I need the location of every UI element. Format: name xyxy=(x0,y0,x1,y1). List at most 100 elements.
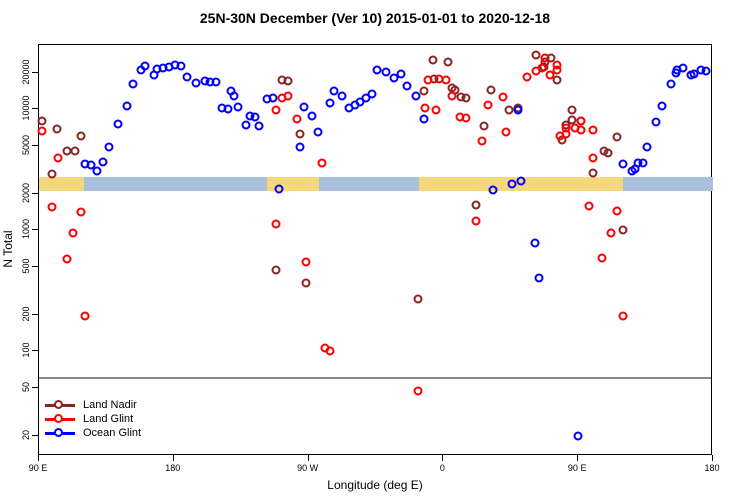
point-land_nadir xyxy=(428,55,438,65)
point-ocean_glint xyxy=(516,176,526,186)
point-ocean_glint xyxy=(396,69,406,79)
legend-marker-icon xyxy=(45,428,75,438)
point-land_glint xyxy=(588,153,598,163)
point-land_nadir xyxy=(504,105,514,115)
point-ocean_glint xyxy=(419,114,429,124)
point-ocean_glint xyxy=(211,77,221,87)
point-ocean_glint xyxy=(689,69,699,79)
y-tick-label: 2000 xyxy=(21,182,31,203)
y-tick-label: 20 xyxy=(21,429,31,440)
y-tick xyxy=(32,192,38,194)
point-land_glint xyxy=(561,129,571,139)
point-land_nadir xyxy=(70,146,80,156)
point-ocean_glint xyxy=(104,142,114,152)
point-land_nadir xyxy=(271,265,281,275)
point-land_nadir xyxy=(567,105,577,115)
y-tick-label: 20000 xyxy=(21,59,31,85)
point-ocean_glint xyxy=(241,120,251,130)
point-land_glint xyxy=(597,253,607,263)
point-land_glint xyxy=(576,116,586,126)
point-land_glint xyxy=(447,91,457,101)
point-ocean_glint xyxy=(113,119,123,129)
y-tick xyxy=(32,313,38,315)
point-land_glint xyxy=(53,153,63,163)
y-tick xyxy=(32,434,38,436)
y-tick xyxy=(32,386,38,388)
point-land_nadir xyxy=(52,124,62,134)
x-tick-label: 180 xyxy=(704,463,720,473)
point-ocean_glint xyxy=(92,166,102,176)
point-land_glint xyxy=(423,75,433,85)
point-land_glint xyxy=(317,158,327,168)
point-land_nadir xyxy=(301,278,311,288)
point-ocean_glint xyxy=(701,66,710,76)
point-ocean_glint xyxy=(98,157,108,167)
point-land_glint xyxy=(271,105,281,115)
point-ocean_glint xyxy=(411,91,421,101)
point-land_glint xyxy=(301,257,311,267)
x-tick xyxy=(172,455,174,461)
point-ocean_glint xyxy=(666,79,676,89)
point-land_glint xyxy=(80,311,90,321)
point-land_glint xyxy=(271,219,281,229)
point-ocean_glint xyxy=(229,91,239,101)
legend-item-land_glint: Land Glint xyxy=(45,412,141,426)
point-land_nadir xyxy=(443,57,453,67)
point-ocean_glint xyxy=(313,127,323,137)
point-ocean_glint xyxy=(389,73,399,83)
point-land_nadir xyxy=(588,168,598,178)
point-land_nadir xyxy=(461,93,471,103)
point-land_nadir xyxy=(471,200,481,210)
point-land_nadir xyxy=(552,75,562,85)
y-tick-label: 5000 xyxy=(21,134,31,155)
x-tick xyxy=(307,455,309,461)
y-tick xyxy=(32,350,38,352)
point-land_nadir xyxy=(612,132,622,142)
point-land_glint xyxy=(431,105,441,115)
point-ocean_glint xyxy=(638,158,648,168)
point-ocean_glint xyxy=(250,112,260,122)
point-land_glint xyxy=(483,100,493,110)
y-tick-label: 100 xyxy=(21,342,31,358)
point-land_nadir xyxy=(283,76,293,86)
point-ocean_glint xyxy=(122,101,132,111)
point-ocean_glint xyxy=(329,86,339,96)
point-land_glint xyxy=(62,254,72,264)
y-tick xyxy=(32,144,38,146)
point-ocean_glint xyxy=(86,160,96,170)
x-tick xyxy=(712,455,713,461)
legend-marker-icon xyxy=(45,414,75,424)
point-land_glint xyxy=(588,125,598,135)
plot-area: Land Nadir Land Glint Ocean Glint xyxy=(37,44,713,455)
point-land_nadir xyxy=(413,294,423,304)
y-tick xyxy=(32,265,38,267)
x-tick xyxy=(442,455,444,461)
point-ocean_glint xyxy=(268,93,278,103)
point-land_glint xyxy=(68,228,78,238)
point-land_glint xyxy=(47,202,57,212)
legend-item-land_nadir: Land Nadir xyxy=(45,398,141,412)
legend-label: Land Glint xyxy=(83,413,134,425)
x-tick xyxy=(38,455,39,461)
point-land_nadir xyxy=(531,50,541,60)
x-tick xyxy=(577,455,579,461)
point-ocean_glint xyxy=(534,273,544,283)
point-ocean_glint xyxy=(191,78,201,88)
point-land_glint xyxy=(441,75,451,85)
point-ocean_glint xyxy=(182,72,192,82)
y-tick xyxy=(32,229,38,231)
point-land_nadir xyxy=(37,116,47,126)
point-ocean_glint xyxy=(233,102,243,112)
y-tick xyxy=(32,71,38,73)
point-land_glint xyxy=(501,127,511,137)
x-tick-label: 0 xyxy=(439,463,445,473)
point-land_glint xyxy=(540,53,550,63)
point-ocean_glint xyxy=(254,121,264,131)
x-axis-label: Longitude (deg E) xyxy=(327,478,423,492)
point-ocean_glint xyxy=(274,184,284,194)
point-land_glint xyxy=(325,346,335,356)
legend-label: Land Nadir xyxy=(83,399,137,411)
point-land_glint xyxy=(584,201,594,211)
point-land_glint xyxy=(612,206,622,216)
